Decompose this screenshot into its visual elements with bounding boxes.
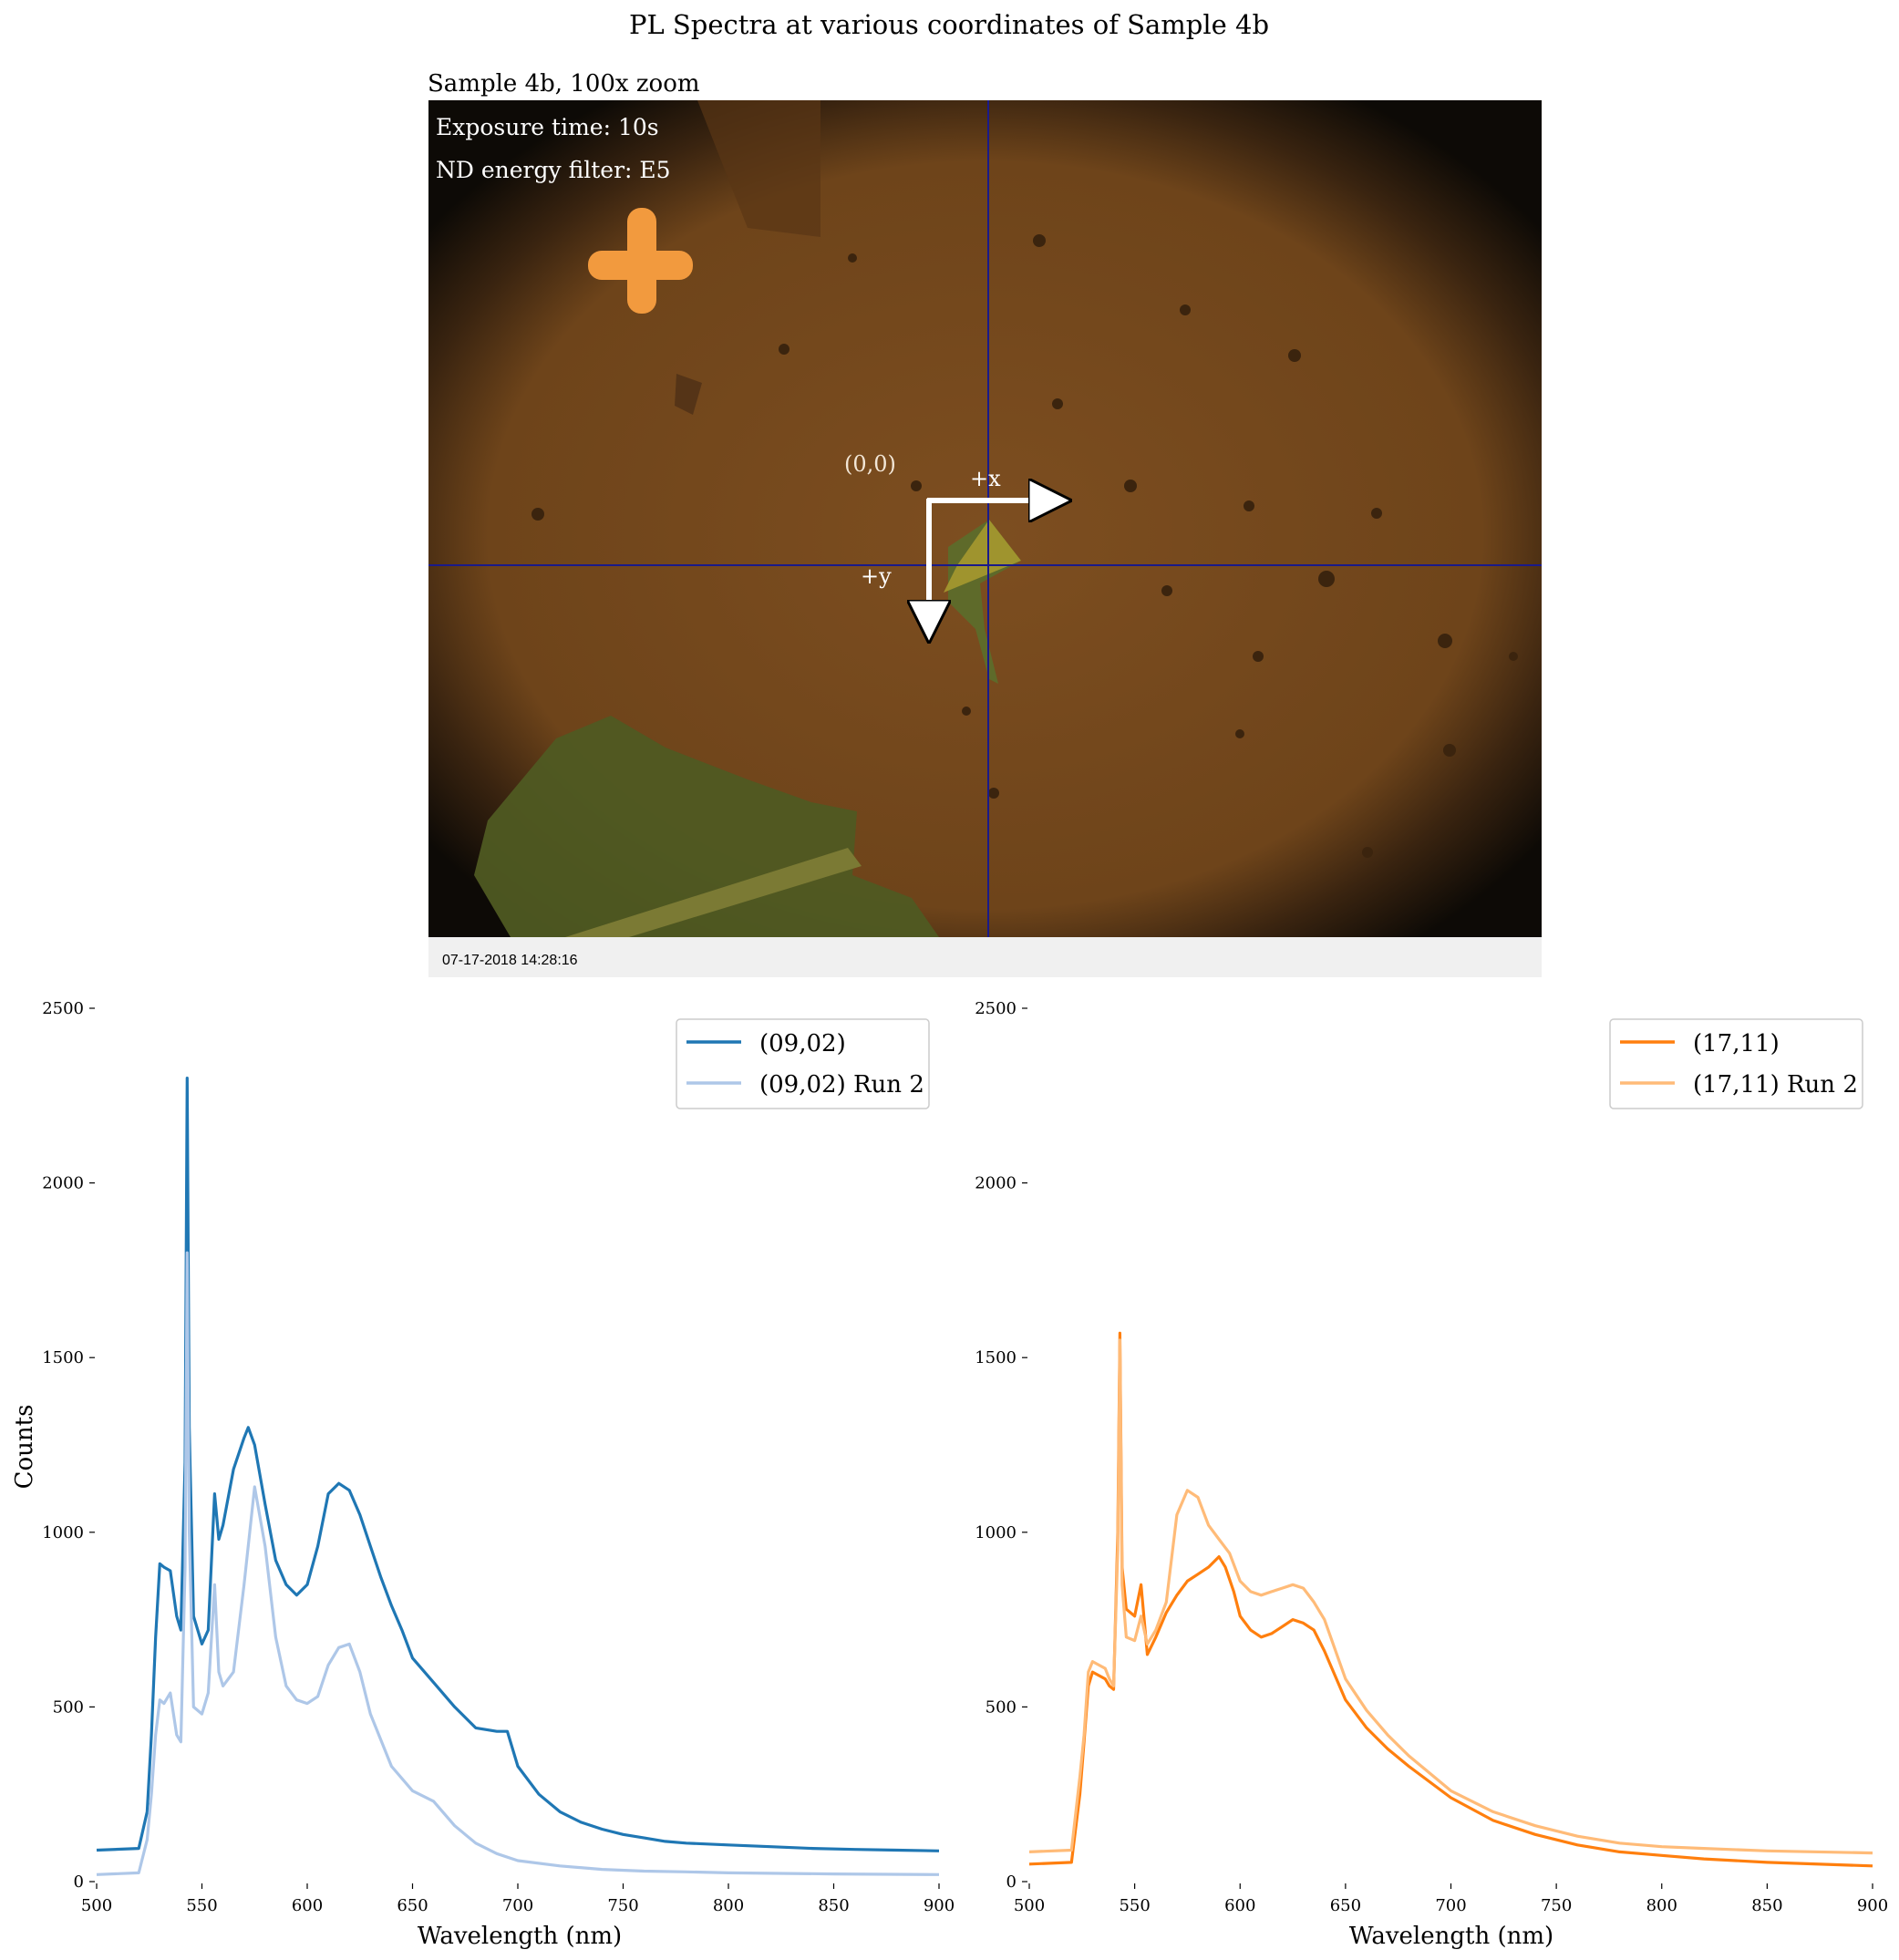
chart-left-xtick-label: 850 xyxy=(818,1896,849,1915)
surface-dots xyxy=(532,234,1518,858)
nd-filter-label: ND energy filter: E5 xyxy=(436,157,671,183)
chart-left-ytick-label: 1000 xyxy=(42,1523,84,1542)
chart-right-xtick-label: 550 xyxy=(1119,1896,1150,1915)
chart-right-xtick-label: 850 xyxy=(1751,1896,1782,1915)
chart-left-xtick-label: 600 xyxy=(292,1896,323,1915)
timestamp: 07-17-2018 14:28:16 xyxy=(442,953,578,968)
chart-left-xtick-label: 500 xyxy=(81,1896,112,1915)
chart-left: 0 500 1000 1500 2000 2500 500 550 600 650 700 750 80… xyxy=(11,999,955,1950)
chart-right-xtick-label: 650 xyxy=(1330,1896,1361,1915)
chart-left-ytick-label: 0 xyxy=(74,1872,84,1892)
chart-right-xtick-label: 700 xyxy=(1435,1896,1466,1915)
y-axis-direction-label: +y xyxy=(861,563,892,589)
dark-region-small xyxy=(675,374,702,415)
chart-right: 0 500 1000 1500 2000 2500 500 550 600 650 700 750 80… xyxy=(975,999,1888,1950)
chart-right-axes: 0 500 1000 1500 2000 2500 500 550 600 650 700 750 80… xyxy=(975,999,1888,1915)
chart-right-series-line-1 xyxy=(1028,1331,1873,1868)
chart-right-ytick-label: 1500 xyxy=(975,1348,1017,1367)
chart-left-series-line-1 xyxy=(96,1077,940,1852)
chart-left-xtick-label: 700 xyxy=(502,1896,533,1915)
chart-right-xtick-label: 800 xyxy=(1646,1896,1677,1915)
chart-right-xtick-label: 500 xyxy=(1014,1896,1045,1915)
chart-left-ytick-label: 2000 xyxy=(42,1174,84,1193)
chart-right-ytick-label: 1000 xyxy=(975,1523,1017,1542)
chart-right-lines xyxy=(1028,1331,1873,1868)
chart-left-xtick-label: 800 xyxy=(713,1896,744,1915)
chart-right-xtick-label: 600 xyxy=(1224,1896,1255,1915)
chart-right-series-line-2 xyxy=(1028,1338,1873,1855)
chart-right-ytick-label: 2500 xyxy=(975,999,1017,1018)
figure-title: PL Spectra at various coordinates of Sam… xyxy=(629,9,1269,40)
chart-left-axes: 0 500 1000 1500 2000 2500 500 550 600 650 700 750 80… xyxy=(42,999,955,1915)
chart-left-ytick-label: 2500 xyxy=(42,999,84,1018)
flake-center-bright xyxy=(944,520,1021,593)
legend-label-17-11: (17,11) xyxy=(1693,1030,1780,1057)
legend-label-09-02: (09,02) xyxy=(759,1030,846,1057)
chart-left-ylabel: Counts xyxy=(11,1405,38,1490)
chart-left-series-line-2 xyxy=(96,1251,940,1876)
chart-right-legend: (17,11) (17,11) Run 2 xyxy=(1609,1018,1863,1109)
exposure-label: Exposure time: 10s xyxy=(436,114,659,140)
legend-label-17-11-run2: (17,11) Run 2 xyxy=(1693,1071,1858,1099)
flake-edge xyxy=(565,848,862,937)
chart-left-legend: (09,02) (09,02) Run 2 xyxy=(676,1018,930,1109)
chart-right-xtick-label: 900 xyxy=(1857,1896,1888,1915)
chart-left-xtick-label: 900 xyxy=(924,1896,955,1915)
alignment-marker xyxy=(588,208,693,314)
chart-right-xtick-label: 750 xyxy=(1541,1896,1572,1915)
chart-left-xtick-label: 550 xyxy=(186,1896,217,1915)
chart-right-ytick-label: 0 xyxy=(1006,1872,1017,1892)
micrograph: Sample 4b, 100x zoom xyxy=(428,70,1542,977)
origin-label: (0,0) xyxy=(844,451,896,477)
dark-region xyxy=(697,100,820,237)
chart-right-ytick-label: 500 xyxy=(986,1697,1017,1717)
legend-label-09-02-run2: (09,02) Run 2 xyxy=(759,1071,924,1099)
micrograph-title: Sample 4b, 100x zoom xyxy=(428,70,700,98)
chart-left-ytick-label: 500 xyxy=(53,1697,84,1717)
chart-left-lines xyxy=(96,1077,940,1876)
chart-right-xlabel: Wavelength (nm) xyxy=(1349,1923,1553,1950)
chart-right-ytick-label: 2000 xyxy=(975,1174,1017,1193)
flake-large xyxy=(474,716,939,937)
chart-left-xtick-label: 650 xyxy=(397,1896,428,1915)
timestamp-bar xyxy=(428,937,1542,977)
chart-left-xtick-label: 750 xyxy=(607,1896,638,1915)
x-axis-direction-label: +x xyxy=(970,466,1001,491)
chart-left-ytick-label: 1500 xyxy=(42,1348,84,1367)
chart-left-xlabel: Wavelength (nm) xyxy=(418,1923,622,1950)
